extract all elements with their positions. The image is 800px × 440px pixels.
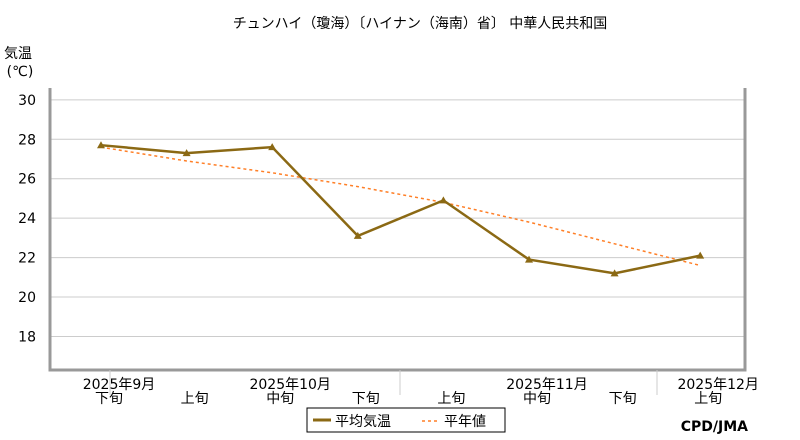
data-point	[182, 149, 191, 157]
y-tick-label: 28	[18, 132, 36, 148]
data-point	[610, 269, 619, 277]
data-point	[268, 143, 277, 151]
y-axis-label: (℃)	[7, 64, 34, 80]
x-tick-label: 中旬	[266, 391, 294, 407]
chart-title: チュンハイ（瓊海）〔ハイナン（海南）省〕 中華人民共和国	[233, 16, 608, 32]
y-tick-label: 26	[18, 172, 36, 188]
y-axis-label: 気温	[4, 46, 32, 62]
legend	[306, 407, 506, 433]
data-point	[439, 196, 448, 204]
series-mean-temp-line	[100, 143, 701, 275]
y-tick-label: 18	[18, 329, 36, 345]
data-point	[696, 251, 705, 259]
data-point	[525, 255, 533, 263]
month-label: 2025年11月	[506, 377, 587, 393]
x-tick-label: 下旬	[95, 391, 123, 407]
series-normal-line	[100, 146, 701, 267]
x-tick-label: 上旬	[437, 391, 465, 407]
legend-mean-label: 平均気温	[335, 414, 391, 430]
y-tick-label: 24	[18, 211, 36, 227]
month-label: 2025年12月	[677, 377, 758, 393]
credit: CPD/JMA	[681, 419, 748, 435]
plot-frame	[48, 88, 747, 372]
y-tick-label: 30	[18, 93, 36, 109]
month-label: 2025年9月	[83, 377, 156, 393]
legend-normal-label: 平年値	[444, 414, 486, 430]
data-point	[353, 231, 362, 239]
x-tick-label: 下旬	[352, 391, 380, 407]
y-tick-label: 22	[18, 251, 36, 267]
data-point	[97, 141, 105, 149]
x-tick-label: 中旬	[523, 391, 551, 407]
y-tick-label: 20	[18, 290, 36, 306]
x-tick-label: 上旬	[181, 391, 209, 407]
x-tick-label: 上旬	[694, 391, 722, 407]
month-label: 2025年10月	[249, 377, 330, 393]
x-tick-label: 下旬	[609, 391, 637, 407]
